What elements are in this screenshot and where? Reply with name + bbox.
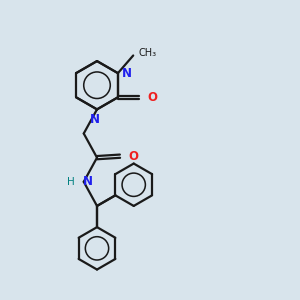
Text: CH₃: CH₃ [139, 48, 157, 58]
Text: N: N [90, 113, 100, 127]
Text: N: N [122, 67, 132, 80]
Text: H: H [67, 177, 75, 187]
Text: O: O [128, 150, 138, 163]
Text: O: O [147, 91, 158, 104]
Text: N: N [82, 175, 93, 188]
